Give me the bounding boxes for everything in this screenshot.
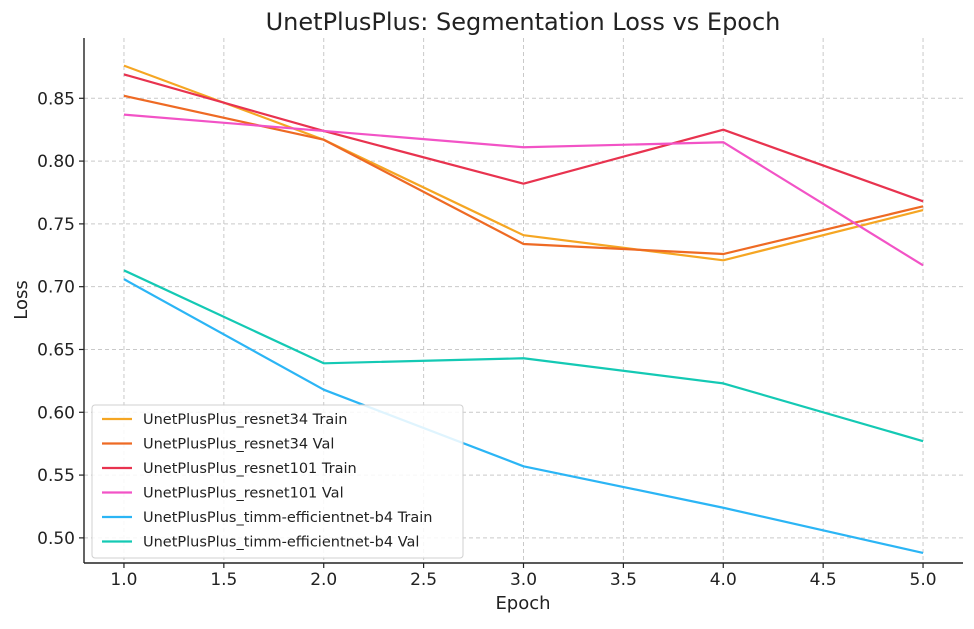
legend: UnetPlusPlus_resnet34 Train UnetPlusPlus_…	[91, 404, 464, 559]
x-tick-label: 2.0	[310, 570, 337, 590]
chart-title: UnetPlusPlus: Segmentation Loss vs Epoch	[266, 8, 781, 36]
legend-label: UnetPlusPlus_resnet34 Train	[143, 412, 347, 428]
series-line-3	[123, 113, 924, 267]
x-tick-label: 2.5	[410, 570, 437, 590]
x-axis-label: Epoch	[495, 593, 550, 614]
y-tick-label: 0.60	[37, 403, 75, 423]
y-tick-label: 0.55	[37, 466, 75, 486]
legend-label: UnetPlusPlus_resnet101 Train	[143, 461, 357, 477]
x-tick-label: 3.0	[510, 570, 537, 590]
y-tick-label: 0.85	[37, 89, 75, 109]
ticks: 1.0 1.5 2.0 2.5 3.0 3.5 4.0 4.5 5.0 0.50 0.55 0.60 0…	[37, 89, 936, 590]
y-tick-label: 0.70	[37, 278, 75, 298]
legend-label: UnetPlusPlus_resnet34 Val	[143, 437, 334, 453]
series-lines	[123, 64, 924, 555]
x-tick-label: 4.5	[810, 570, 837, 590]
series-line-0	[123, 64, 924, 262]
legend-box	[91, 404, 464, 559]
series-line-2	[123, 73, 924, 203]
series-line-5	[123, 269, 924, 443]
y-tick-label: 0.80	[37, 152, 75, 172]
series-line-4	[123, 278, 924, 555]
grid	[84, 38, 963, 563]
legend-label: UnetPlusPlus_timm-efficientnet-b4 Train	[143, 510, 432, 526]
x-tick-label: 3.5	[610, 570, 637, 590]
x-tick-label: 1.0	[110, 570, 137, 590]
y-tick-label: 0.75	[37, 215, 75, 235]
legend-label: UnetPlusPlus_resnet101 Val	[143, 486, 344, 502]
y-tick-label: 0.65	[37, 340, 75, 360]
x-tick-label: 4.0	[710, 570, 737, 590]
y-axis-label: Loss	[11, 280, 32, 319]
y-tick-label: 0.50	[37, 529, 75, 549]
x-tick-label: 1.5	[210, 570, 237, 590]
x-tick-label: 5.0	[910, 570, 937, 590]
legend-label: UnetPlusPlus_timm-efficientnet-b4 Val	[143, 535, 419, 551]
